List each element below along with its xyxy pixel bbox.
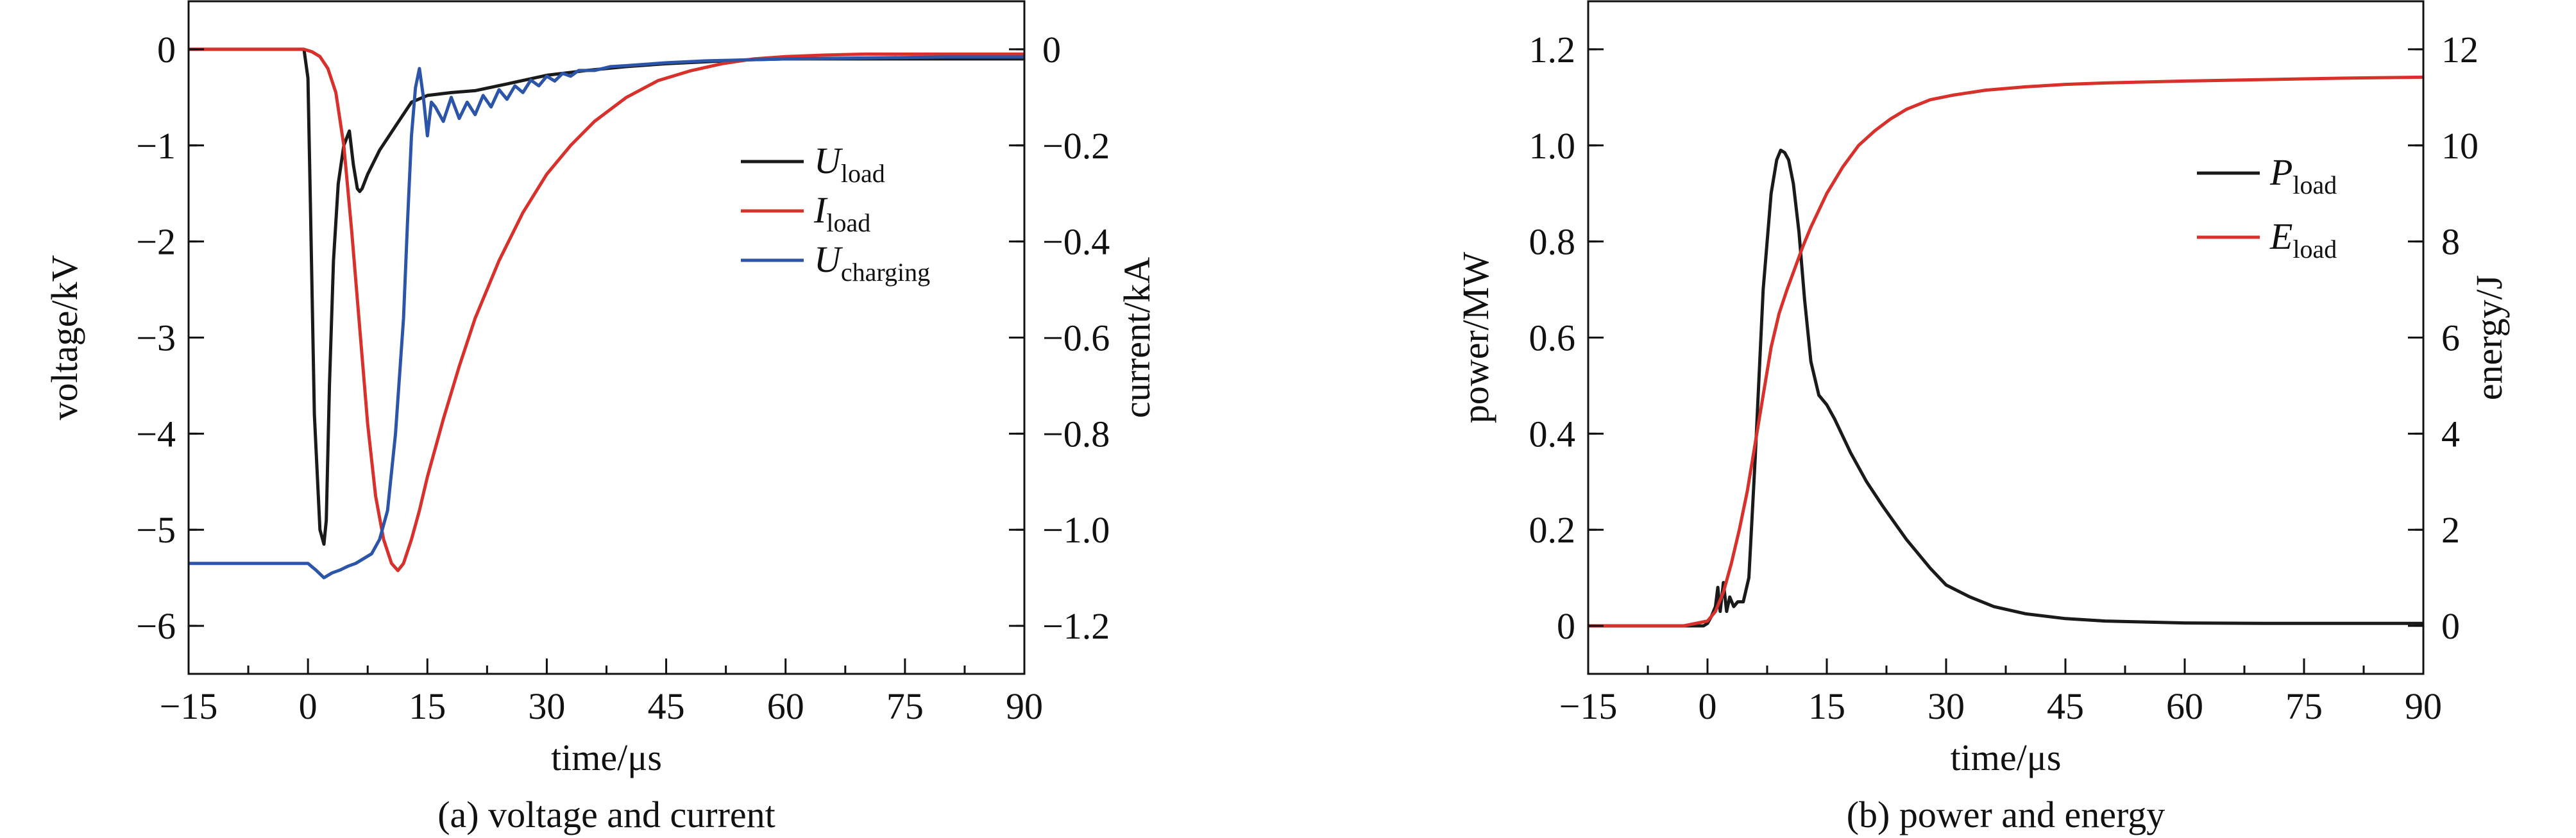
x-tick-label: 90 xyxy=(2405,685,2442,727)
series-group xyxy=(189,47,1024,580)
series-line-i-load xyxy=(189,47,1024,573)
y-tick-label: 1.0 xyxy=(1529,125,1576,167)
y-tick-label: 0.4 xyxy=(1529,413,1576,455)
legend-label-main: U xyxy=(814,239,843,280)
legend-label-sub: load xyxy=(841,159,885,188)
x-axis-title: time/μs xyxy=(551,737,662,778)
x-tick-label: 15 xyxy=(409,685,446,727)
legend-label-sub: load xyxy=(2292,171,2337,199)
x-tick-label: 75 xyxy=(886,685,924,727)
y2-tick-label: 0 xyxy=(2441,605,2460,647)
series-line-e-load xyxy=(1588,75,2423,628)
series-group xyxy=(1588,75,2423,628)
y-tick-label: −5 xyxy=(136,509,176,551)
plot-frame xyxy=(1587,0,2425,675)
x-tick-label: 15 xyxy=(1808,685,1845,727)
legend-label-main: E xyxy=(2269,215,2292,257)
legend-label-main: I xyxy=(813,189,828,231)
legend-label-main: P xyxy=(2269,151,2292,193)
y-tick-label: 1.2 xyxy=(1529,29,1576,71)
x-tick-label: 30 xyxy=(528,685,565,727)
x-tick-label: 30 xyxy=(1928,685,1965,727)
axis-ticks: −15 0 15 30 45 60 75 90 0 0.2 0.4 0.6 0.8 1.0 1.2 0 2 4 6 8… xyxy=(1529,29,2479,727)
x-tick-label: 45 xyxy=(2047,685,2084,727)
x-tick-label: 60 xyxy=(2166,685,2203,727)
y-axis-title: power/MW xyxy=(1455,252,1496,424)
y2-tick-label: −1.0 xyxy=(1042,509,1110,551)
legend-label-main: U xyxy=(814,140,843,181)
legend-label: Pload xyxy=(2269,151,2337,199)
axis-ticks: −15 0 15 30 45 60 75 90 0 −1 −2 −3 −4 −5 −6 0 −0.2 −0.4 −0… xyxy=(136,29,1110,727)
x-tick-label: 75 xyxy=(2285,685,2323,727)
x-tick-label: 45 xyxy=(648,685,685,727)
y2-tick-label: 0 xyxy=(1042,29,1061,71)
y-axis-title: voltage/kV xyxy=(44,255,85,421)
x-tick-label: 90 xyxy=(1006,685,1043,727)
x-tick-label: −15 xyxy=(1559,685,1618,727)
y-tick-label: −4 xyxy=(136,413,176,455)
y2-tick-label: 4 xyxy=(2441,413,2460,455)
x-tick-label: 0 xyxy=(1699,685,1717,727)
x-tick-label: 60 xyxy=(767,685,804,727)
figure-caption: (b) power and energy xyxy=(1847,794,2165,835)
figure-caption: (a) voltage and current xyxy=(437,794,775,835)
chart-panel-2: −15 0 15 30 45 60 75 90 0 0.2 0.4 0.6 0.8 1.0 1.2 0 2 4 6 8… xyxy=(1455,0,2510,835)
x-tick-label: −15 xyxy=(160,685,218,727)
y2-tick-label: 10 xyxy=(2441,125,2479,167)
legend-label: Ucharging xyxy=(814,239,930,287)
y-tick-label: 0.6 xyxy=(1529,317,1576,359)
y2-tick-label: −0.2 xyxy=(1042,125,1110,167)
y2-tick-label: 2 xyxy=(2441,509,2460,551)
x-axis-title: time/μs xyxy=(1951,737,2062,778)
legend-label: Uload xyxy=(814,140,885,188)
series-line-u-charging xyxy=(189,55,1024,580)
legend-label-sub: load xyxy=(826,208,870,237)
y2-tick-label: 12 xyxy=(2441,29,2479,71)
y-tick-label: 0.8 xyxy=(1529,221,1576,263)
legend-label: Iload xyxy=(813,189,870,237)
legend-label-sub: charging xyxy=(841,258,930,287)
legend-label: Eload xyxy=(2269,215,2337,264)
y-tick-label: −1 xyxy=(136,125,176,167)
y2-axis-title: energy/J xyxy=(2468,275,2510,400)
y-tick-label: 0 xyxy=(157,29,176,71)
y-tick-label: 0 xyxy=(1557,605,1575,647)
x-tick-label: 0 xyxy=(299,685,318,727)
y2-tick-label: −0.4 xyxy=(1042,221,1110,263)
y2-tick-label: 8 xyxy=(2441,221,2460,263)
y-tick-label: −3 xyxy=(136,317,176,359)
y2-axis-title: current/kA xyxy=(1116,257,1158,418)
series-line-p-load xyxy=(1588,148,2423,628)
y2-tick-label: −1.2 xyxy=(1042,605,1110,647)
y-tick-label: 0.2 xyxy=(1529,509,1576,551)
legend-label-sub: load xyxy=(2292,235,2337,264)
y2-tick-label: −0.8 xyxy=(1042,413,1110,455)
y-tick-label: −2 xyxy=(136,221,176,263)
chart-panel-1: −15 0 15 30 45 60 75 90 0 −1 −2 −3 −4 −5 −6 0 −0.2 −0.4 −0… xyxy=(44,0,1158,835)
y2-tick-label: 6 xyxy=(2441,317,2460,359)
y2-tick-label: −0.6 xyxy=(1042,317,1110,359)
series-line-u-load xyxy=(189,47,1024,546)
y-tick-label: −6 xyxy=(136,605,176,647)
